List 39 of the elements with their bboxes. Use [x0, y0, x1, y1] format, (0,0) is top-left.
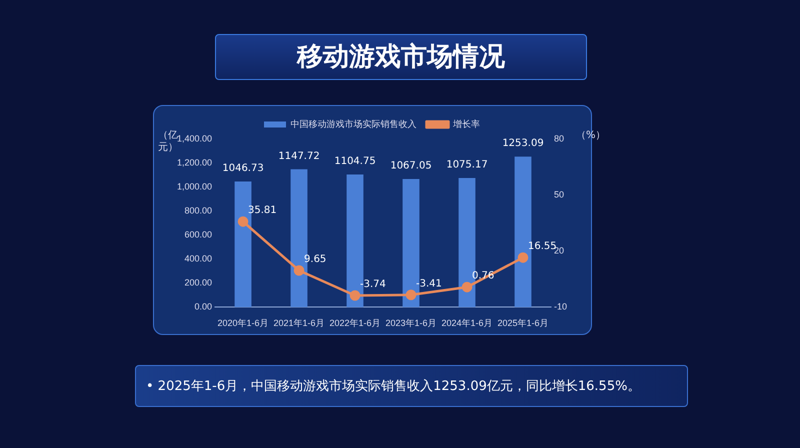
data-label: 1147.72	[278, 150, 320, 162]
data-label: -3.41	[416, 278, 442, 290]
x-tick-label: 2023年1-6月	[385, 318, 437, 328]
data-label: 1067.05	[390, 160, 432, 172]
x-tick-label: 2020年1-6月	[218, 318, 269, 328]
point	[406, 290, 416, 300]
data-label: 9.65	[304, 254, 326, 266]
y-tick-label: 400.00	[184, 254, 212, 264]
y-tick-label: 1,200.00	[176, 158, 212, 168]
y-axis-title: （亿元）	[158, 130, 178, 154]
legend-label: 增长率	[452, 118, 480, 129]
legend-label: 中国移动游戏市场实际销售收入	[290, 118, 416, 129]
point	[518, 252, 528, 263]
x-tick-label: 2024年1-6月	[441, 318, 493, 328]
y2-tick-label: -10	[554, 302, 568, 312]
data-label: 1046.73	[222, 163, 264, 174]
y2-axis-title: （%）	[576, 130, 606, 142]
data-label: 1104.75	[334, 156, 376, 168]
point	[238, 216, 248, 227]
point	[350, 290, 360, 301]
point	[462, 282, 472, 292]
data-label: -3.74	[360, 279, 386, 290]
y-tick-label: 200.00	[184, 278, 212, 288]
y-tick-label: 1,400.00	[176, 133, 212, 144]
point	[294, 265, 304, 276]
x-tick-label: 2022年1-6月	[330, 318, 381, 328]
y-tick-label: 600.00	[184, 230, 212, 240]
y-tick-label: 0.00	[194, 302, 212, 312]
data-label: 1253.09	[502, 138, 544, 150]
y-tick-label: 1,000.00	[176, 182, 212, 192]
y2-tick-label: 80	[554, 133, 564, 144]
chart-title: 移动游戏市场情况	[215, 34, 587, 80]
text: • 2025年1-6月，中国移动游戏市场实际销售收入1253.09亿元，同比增长16.55%。	[135, 365, 688, 407]
x-tick-label: 2025年1-6月	[497, 318, 549, 328]
y2-tick-label: 50	[554, 190, 564, 200]
data-label: 35.81	[248, 205, 277, 216]
y-tick-label: 800.00	[184, 206, 212, 216]
data-label: 1075.17	[446, 160, 488, 171]
x-tick-label: 2021年1-6月	[274, 318, 325, 328]
